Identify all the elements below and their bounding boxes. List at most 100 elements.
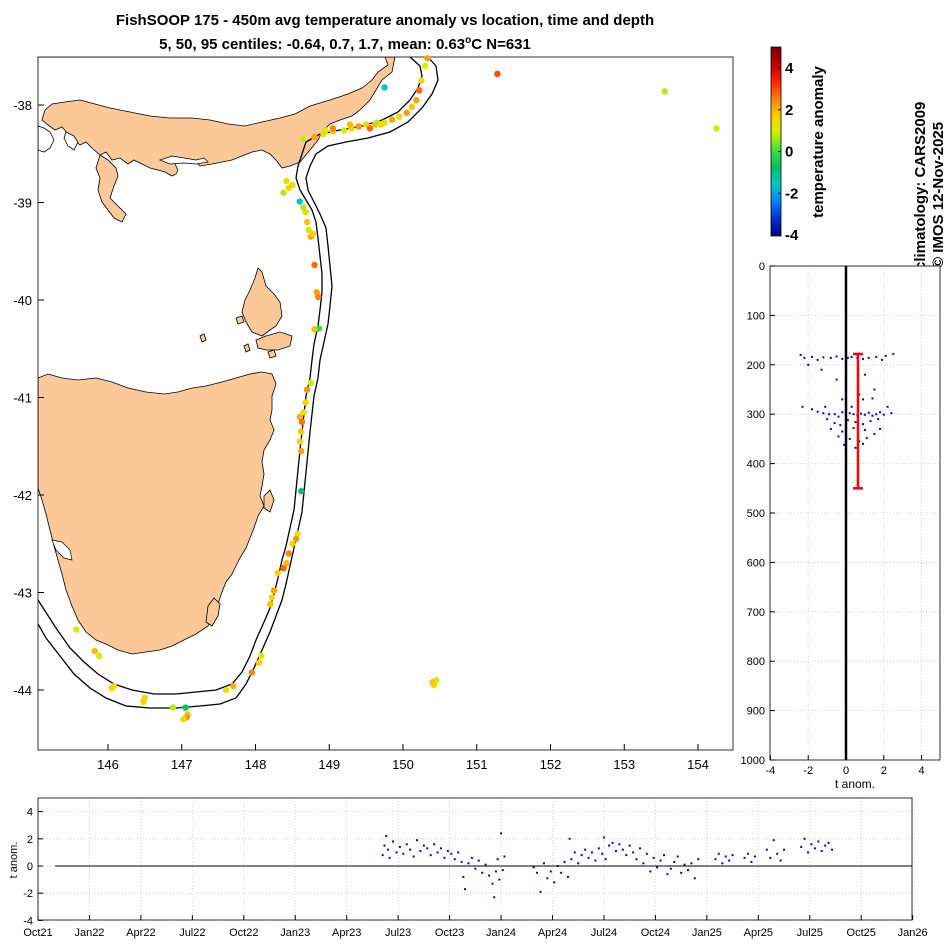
mean-error-bar [852,352,863,490]
timeseries-point [632,851,635,854]
map-point [311,133,318,141]
map-y-tick-label: -40 [13,293,32,308]
timeseries-point [590,851,593,854]
timeseries-point [464,888,467,891]
map-point [285,550,292,557]
map-point [298,487,305,495]
map-x-tick-label: 147 [171,757,193,772]
depth-point [837,415,840,418]
map-point [313,289,320,296]
map-point [300,204,307,211]
map-point [355,123,362,130]
depth-point [892,352,895,355]
timeseries-point [724,855,727,858]
depth-point [862,442,865,445]
timeseries-point [494,870,497,873]
timeseries-point [666,873,669,876]
subtitle-prefix: 5, 50, 95 centiles: -0.64, 0.7, 1.7, mea… [159,36,466,53]
timeseries-point [493,896,496,899]
map-point [429,679,436,686]
map-frame [37,56,734,751]
timeseries-point [594,859,597,862]
timeseries-y-tick-label: 2 [27,834,33,846]
timeseries-point [484,863,487,866]
depth-point [843,443,846,446]
timeseries-point [690,862,693,865]
map-point [494,70,501,78]
timeseries-point [501,869,504,872]
depth-point [833,422,836,425]
timeseries-point [656,866,659,869]
timeseries-point [807,851,810,854]
map-point [303,218,311,226]
map-point [294,530,301,538]
timeseries-y-tick-label: 4 [27,807,33,819]
map-point [298,418,306,426]
western-port [63,131,79,151]
map-point [258,652,265,660]
timeseries-point [731,854,734,857]
timeseries-point [693,877,696,880]
isobath-outer [38,57,439,709]
timeseries-x-tick-label: Jul25 [797,927,823,939]
timeseries-point [553,881,556,884]
map-point [140,698,147,705]
colorbar-bar [770,46,782,237]
depth-y-tick-label: 100 [747,310,765,322]
depth-point [875,355,878,358]
timeseries-point [714,858,717,861]
timeseries-x-tick-label: Jul22 [179,927,205,939]
map-point [73,626,80,633]
depth-point [822,412,825,415]
map-y-tick-label: -43 [13,586,32,601]
timeseries-point [450,852,453,855]
timeseries-point [446,850,449,853]
timeseries-panel: Oct21 Jan22 Apr22 Jul22 Oct22 Jan23 Apr23 Jul23… [8,797,928,939]
timeseries-point [398,845,401,848]
map-point [713,125,720,132]
timeseries-point [436,851,439,854]
depth-point [852,427,855,430]
wilsons-promontory [95,154,127,223]
depth-point [816,410,819,413]
map-point [95,652,103,660]
depth-y-ticks: 0 100 200 300 400 500 600 700 800 900 1000 [741,261,775,767]
depth-point [862,423,865,426]
depth-point [822,356,825,359]
timeseries-point [608,844,611,847]
timeseries-point [536,871,539,874]
timeseries-point [604,858,607,861]
depth-point [871,397,874,400]
map-point [182,704,189,711]
depth-x-tick-label: -4 [766,765,776,777]
timeseries-point [503,855,506,858]
map-point [292,535,300,543]
map-y-ticks: -38 -39 -40 -41 -42 -43 -44 [13,98,44,698]
map-point [309,230,317,237]
map-x-tick-label: 153 [613,757,635,772]
colorbar-tick-label: 0 [785,144,793,161]
timeseries-point [491,882,494,885]
timeseries-point [409,848,412,851]
timeseries-point [618,843,621,846]
depth-y-tick-label: 800 [747,656,765,668]
depth-point [835,355,838,358]
timeseries-point [649,870,652,873]
depth-point [810,355,813,358]
map-panel: 146 147 148 149 150 151 152 153 154 -38 -39 -40 -41… [13,55,734,772]
chart-subtitle: 5, 50, 95 centiles: -0.64, 0.7, 1.7, mea… [0,35,690,53]
timeseries-point [765,848,768,851]
map-point [255,659,263,666]
depth-point [835,378,838,381]
timeseries-point [462,875,465,878]
map-y-tick-label: -39 [13,196,32,211]
tasmania [38,371,277,655]
map-point [108,684,115,692]
timeseries-point [776,852,779,855]
map-y-tick-label: -38 [13,98,32,113]
timeseries-point [628,844,631,847]
depth-y-tick-label: 300 [747,409,765,421]
map-point [274,569,281,577]
timeseries-point [577,862,580,865]
timeseries-point [556,865,559,867]
